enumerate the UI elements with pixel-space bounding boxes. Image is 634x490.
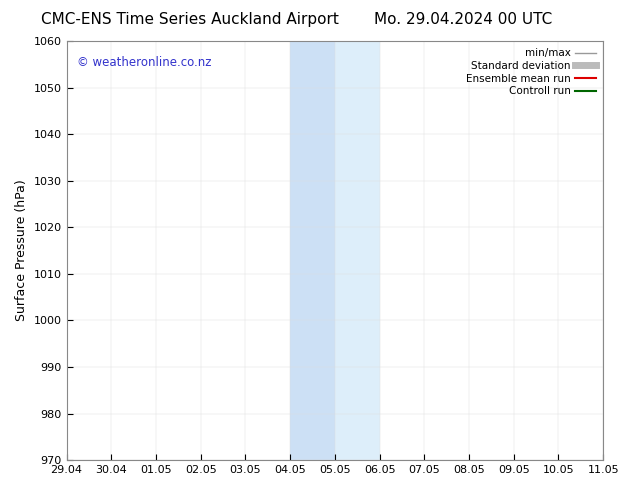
Legend: min/max, Standard deviation, Ensemble mean run, Controll run: min/max, Standard deviation, Ensemble me… bbox=[464, 46, 598, 98]
Y-axis label: Surface Pressure (hPa): Surface Pressure (hPa) bbox=[15, 180, 28, 321]
Text: © weatheronline.co.nz: © weatheronline.co.nz bbox=[77, 56, 212, 69]
Text: Mo. 29.04.2024 00 UTC: Mo. 29.04.2024 00 UTC bbox=[373, 12, 552, 27]
Bar bbox=[335, 41, 380, 460]
Text: CMC-ENS Time Series Auckland Airport: CMC-ENS Time Series Auckland Airport bbox=[41, 12, 339, 27]
Bar bbox=[290, 41, 335, 460]
